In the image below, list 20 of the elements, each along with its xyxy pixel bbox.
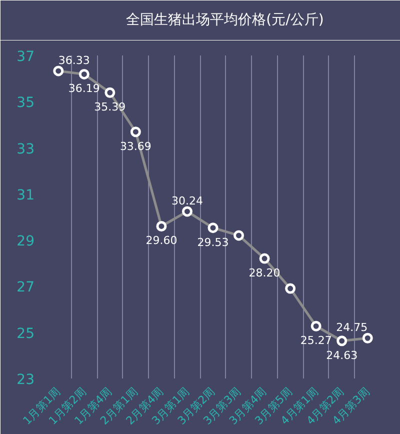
data-label: 29.53 <box>197 236 229 249</box>
y-tick-label: 25 <box>16 326 35 342</box>
data-label: 30.24 <box>171 194 203 208</box>
y-tick-label: 33 <box>16 141 35 158</box>
data-label: 35.39 <box>94 100 126 114</box>
data-label: 24.63 <box>326 348 358 362</box>
data-label: 33.69 <box>120 140 152 153</box>
data-label: 36.19 <box>68 82 100 96</box>
text: 全国生猪出场平均价格(元/公斤) <box>126 11 324 29</box>
data-label: 28.20 <box>248 266 280 280</box>
data-label: 24.75 <box>336 321 368 334</box>
data-label: 25.27 <box>300 334 332 348</box>
y-tick-label: 23 <box>16 372 35 388</box>
y-tick-label: 37 <box>16 49 35 65</box>
y-tick-label: 27 <box>16 280 35 296</box>
y-tick-label: 31 <box>16 187 35 204</box>
data-label: 36.33 <box>58 54 90 67</box>
y-tick-label: 29 <box>16 234 35 250</box>
data-label: 29.60 <box>146 234 178 248</box>
y-tick-label: 35 <box>16 95 35 112</box>
